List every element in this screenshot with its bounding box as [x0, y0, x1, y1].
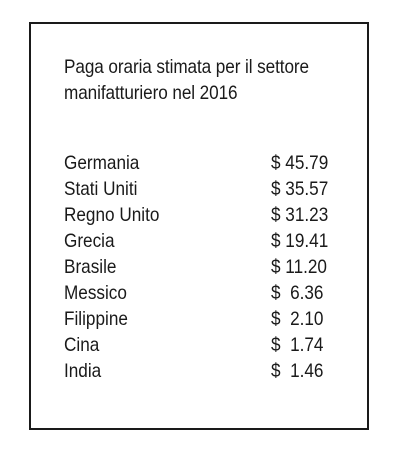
country-name: India: [64, 360, 102, 382]
country-name: Filippine: [64, 308, 128, 330]
country-name: Messico: [64, 282, 127, 304]
hourly-wage: $ 6.36: [271, 282, 324, 304]
hourly-wage: $ 11.20: [271, 256, 327, 278]
table-row: Grecia $ 19.41: [64, 228, 354, 254]
hourly-wage: $ 19.41: [271, 230, 329, 252]
hourly-wage: $ 31.23: [271, 204, 329, 226]
country-name: Brasile: [64, 256, 117, 278]
table-row: Messico $ 6.36: [64, 280, 354, 306]
hourly-wage: $ 1.46: [271, 360, 324, 382]
title-line-1: Paga oraria stimata per il settore: [64, 56, 309, 78]
country-name: Germania: [64, 152, 140, 174]
wage-card: Paga oraria stimata per il settore manif…: [29, 22, 369, 430]
hourly-wage: $ 2.10: [271, 308, 324, 330]
table-row: Brasile $ 11.20: [64, 254, 354, 280]
country-name: Regno Unito: [64, 204, 160, 226]
hourly-wage: $ 35.57: [271, 178, 329, 200]
hourly-wage: $ 1.74: [271, 334, 324, 356]
country-name: Grecia: [64, 230, 115, 252]
table-row: India $ 1.46: [64, 358, 354, 384]
table-row: Regno Unito $ 31.23: [64, 202, 354, 228]
table-row: Filippine $ 2.10: [64, 306, 354, 332]
table-row: Germania $ 45.79: [64, 150, 354, 176]
table-row: Stati Uniti $ 35.57: [64, 176, 354, 202]
country-name: Stati Uniti: [64, 178, 138, 200]
hourly-wage: $ 45.79: [271, 152, 329, 174]
country-name: Cina: [64, 334, 100, 356]
table-row: Cina $ 1.74: [64, 332, 354, 358]
card-title: Paga oraria stimata per il settore manif…: [64, 54, 319, 106]
wage-table: Germania $ 45.79 Stati Uniti $ 35.57 Reg…: [64, 150, 354, 384]
title-line-2: manifatturiero nel 2016: [64, 82, 238, 104]
